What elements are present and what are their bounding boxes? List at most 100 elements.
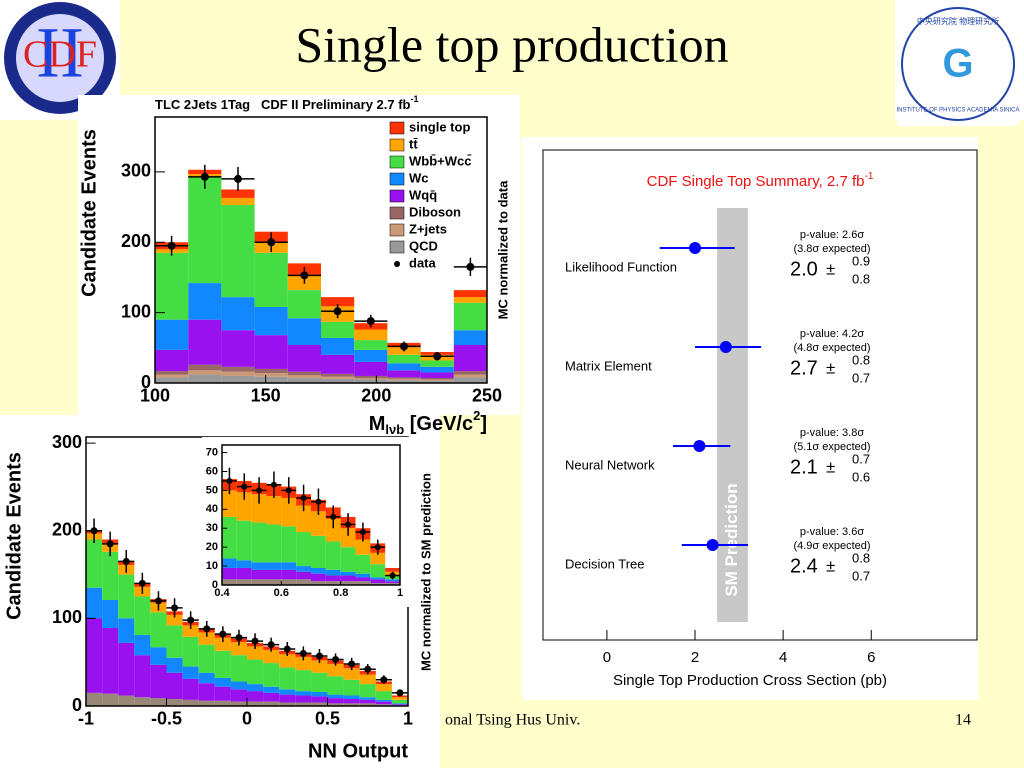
histogram-segment — [453, 371, 487, 375]
histogram-segment — [150, 647, 167, 665]
legend-swatch — [389, 223, 405, 237]
data-point — [200, 172, 209, 181]
x-axis-label: Mlνb [GeV/c2] — [369, 408, 487, 437]
chart-title: TLC 2Jets 1Tag CDF II Preliminary 2.7 fb… — [155, 94, 419, 112]
data-point — [138, 579, 146, 587]
y-axis-label: Candidate Events — [3, 452, 25, 620]
histogram-segment — [247, 701, 264, 706]
histogram-segment — [385, 581, 400, 584]
data-point — [300, 494, 307, 501]
histogram-segment — [311, 511, 326, 536]
histogram-segment — [385, 583, 400, 585]
histogram-segment — [221, 330, 255, 367]
histogram-segment — [340, 581, 356, 585]
histogram-segment — [370, 579, 386, 584]
data-point — [187, 616, 195, 624]
legend-swatch — [389, 138, 405, 152]
histogram-segment — [266, 562, 282, 570]
histogram-segment — [453, 374, 487, 378]
histogram-segment — [359, 697, 376, 700]
histogram-segment — [375, 704, 392, 706]
histogram-segment — [391, 699, 408, 704]
histogram-segment — [221, 371, 255, 376]
logo-text: CDF — [23, 34, 97, 76]
histogram-segment — [420, 378, 454, 380]
pvalue-label: p-value: 3.8σ — [800, 427, 864, 439]
data-point — [366, 317, 375, 326]
histogram-segment — [311, 535, 326, 568]
histogram-segment — [321, 297, 355, 307]
logo-box — [897, 2, 1019, 126]
summary-frame — [542, 149, 978, 641]
expected-label: (5.1σ expected) — [793, 441, 870, 453]
x-tick-label: 6 — [867, 649, 875, 666]
histogram-segment — [222, 490, 237, 517]
y-axis-right-label: MC normalized to data — [495, 180, 510, 319]
histogram-segment — [385, 579, 400, 582]
histogram-segment — [254, 307, 288, 336]
method-label: Likelihood Function — [565, 259, 677, 274]
histogram-segment — [296, 532, 311, 567]
legend-swatch — [389, 172, 405, 186]
data-point — [106, 540, 114, 548]
x-tick-label: 4 — [779, 649, 787, 666]
pvalue-label: p-value: 3.6σ — [800, 526, 864, 538]
xl-sup: 2 — [473, 408, 480, 423]
sm-band — [717, 208, 748, 622]
histogram-segment — [263, 663, 280, 687]
histogram-segment — [214, 677, 231, 687]
histogram-segment — [420, 366, 454, 373]
y-tick-label: 300 — [52, 432, 82, 452]
histogram-segment — [295, 670, 312, 692]
histogram-segment — [375, 699, 392, 702]
histogram-segment — [102, 551, 119, 600]
y-tick-label: 10 — [206, 560, 218, 572]
histogram-segment — [321, 337, 355, 355]
legend-marker — [394, 261, 400, 267]
y-tick-label: 0 — [72, 695, 82, 715]
histogram-segment — [311, 567, 326, 574]
histogram-segment — [155, 252, 189, 320]
data-point — [167, 241, 176, 250]
y-tick-label: 60 — [206, 465, 218, 477]
point — [719, 341, 732, 353]
histogram-segment — [327, 698, 344, 704]
legend-label: Wqq̄ — [409, 187, 437, 202]
page-number: 14 — [955, 712, 971, 729]
pvalue-label: p-value: 2.6σ — [800, 229, 864, 241]
data-point — [267, 238, 276, 247]
histogram-segment — [221, 197, 255, 205]
histogram-segment — [198, 700, 215, 706]
data-point — [380, 676, 388, 684]
x-tick-label: -0.5 — [151, 708, 182, 728]
histogram-segment — [251, 569, 267, 580]
title-text: TLC 2Jets 1Tag CDF II Preliminary 2.7 fb — [155, 97, 411, 112]
data-point — [285, 487, 292, 494]
histogram-segment — [155, 374, 189, 378]
histogram-segment — [155, 371, 189, 375]
histogram-segment — [287, 318, 321, 345]
histogram-segment — [340, 528, 356, 548]
histogram-segment — [230, 642, 247, 656]
histogram-segment — [188, 370, 222, 375]
histogram-segment — [166, 672, 183, 699]
y-tick-label: 300 — [121, 161, 151, 181]
histogram-segment — [236, 492, 252, 521]
data-point — [332, 656, 340, 664]
data-point — [154, 597, 162, 605]
x-tick-label: 0.6 — [274, 587, 289, 599]
histogram-segment — [311, 691, 328, 697]
histogram-segment — [86, 587, 103, 619]
histogram-segment — [387, 378, 421, 381]
histogram-segment — [387, 380, 421, 383]
histogram-segment — [221, 204, 255, 298]
pm-symbol: ± — [826, 259, 835, 278]
histogram-segment — [359, 674, 376, 685]
value-label: 2.1 — [790, 456, 818, 478]
histogram-segment — [325, 541, 341, 570]
value-label: 2.0 — [790, 258, 818, 280]
histogram-segment — [188, 283, 222, 320]
histogram-segment — [279, 689, 296, 695]
legend-label: tt̄ — [409, 136, 418, 151]
